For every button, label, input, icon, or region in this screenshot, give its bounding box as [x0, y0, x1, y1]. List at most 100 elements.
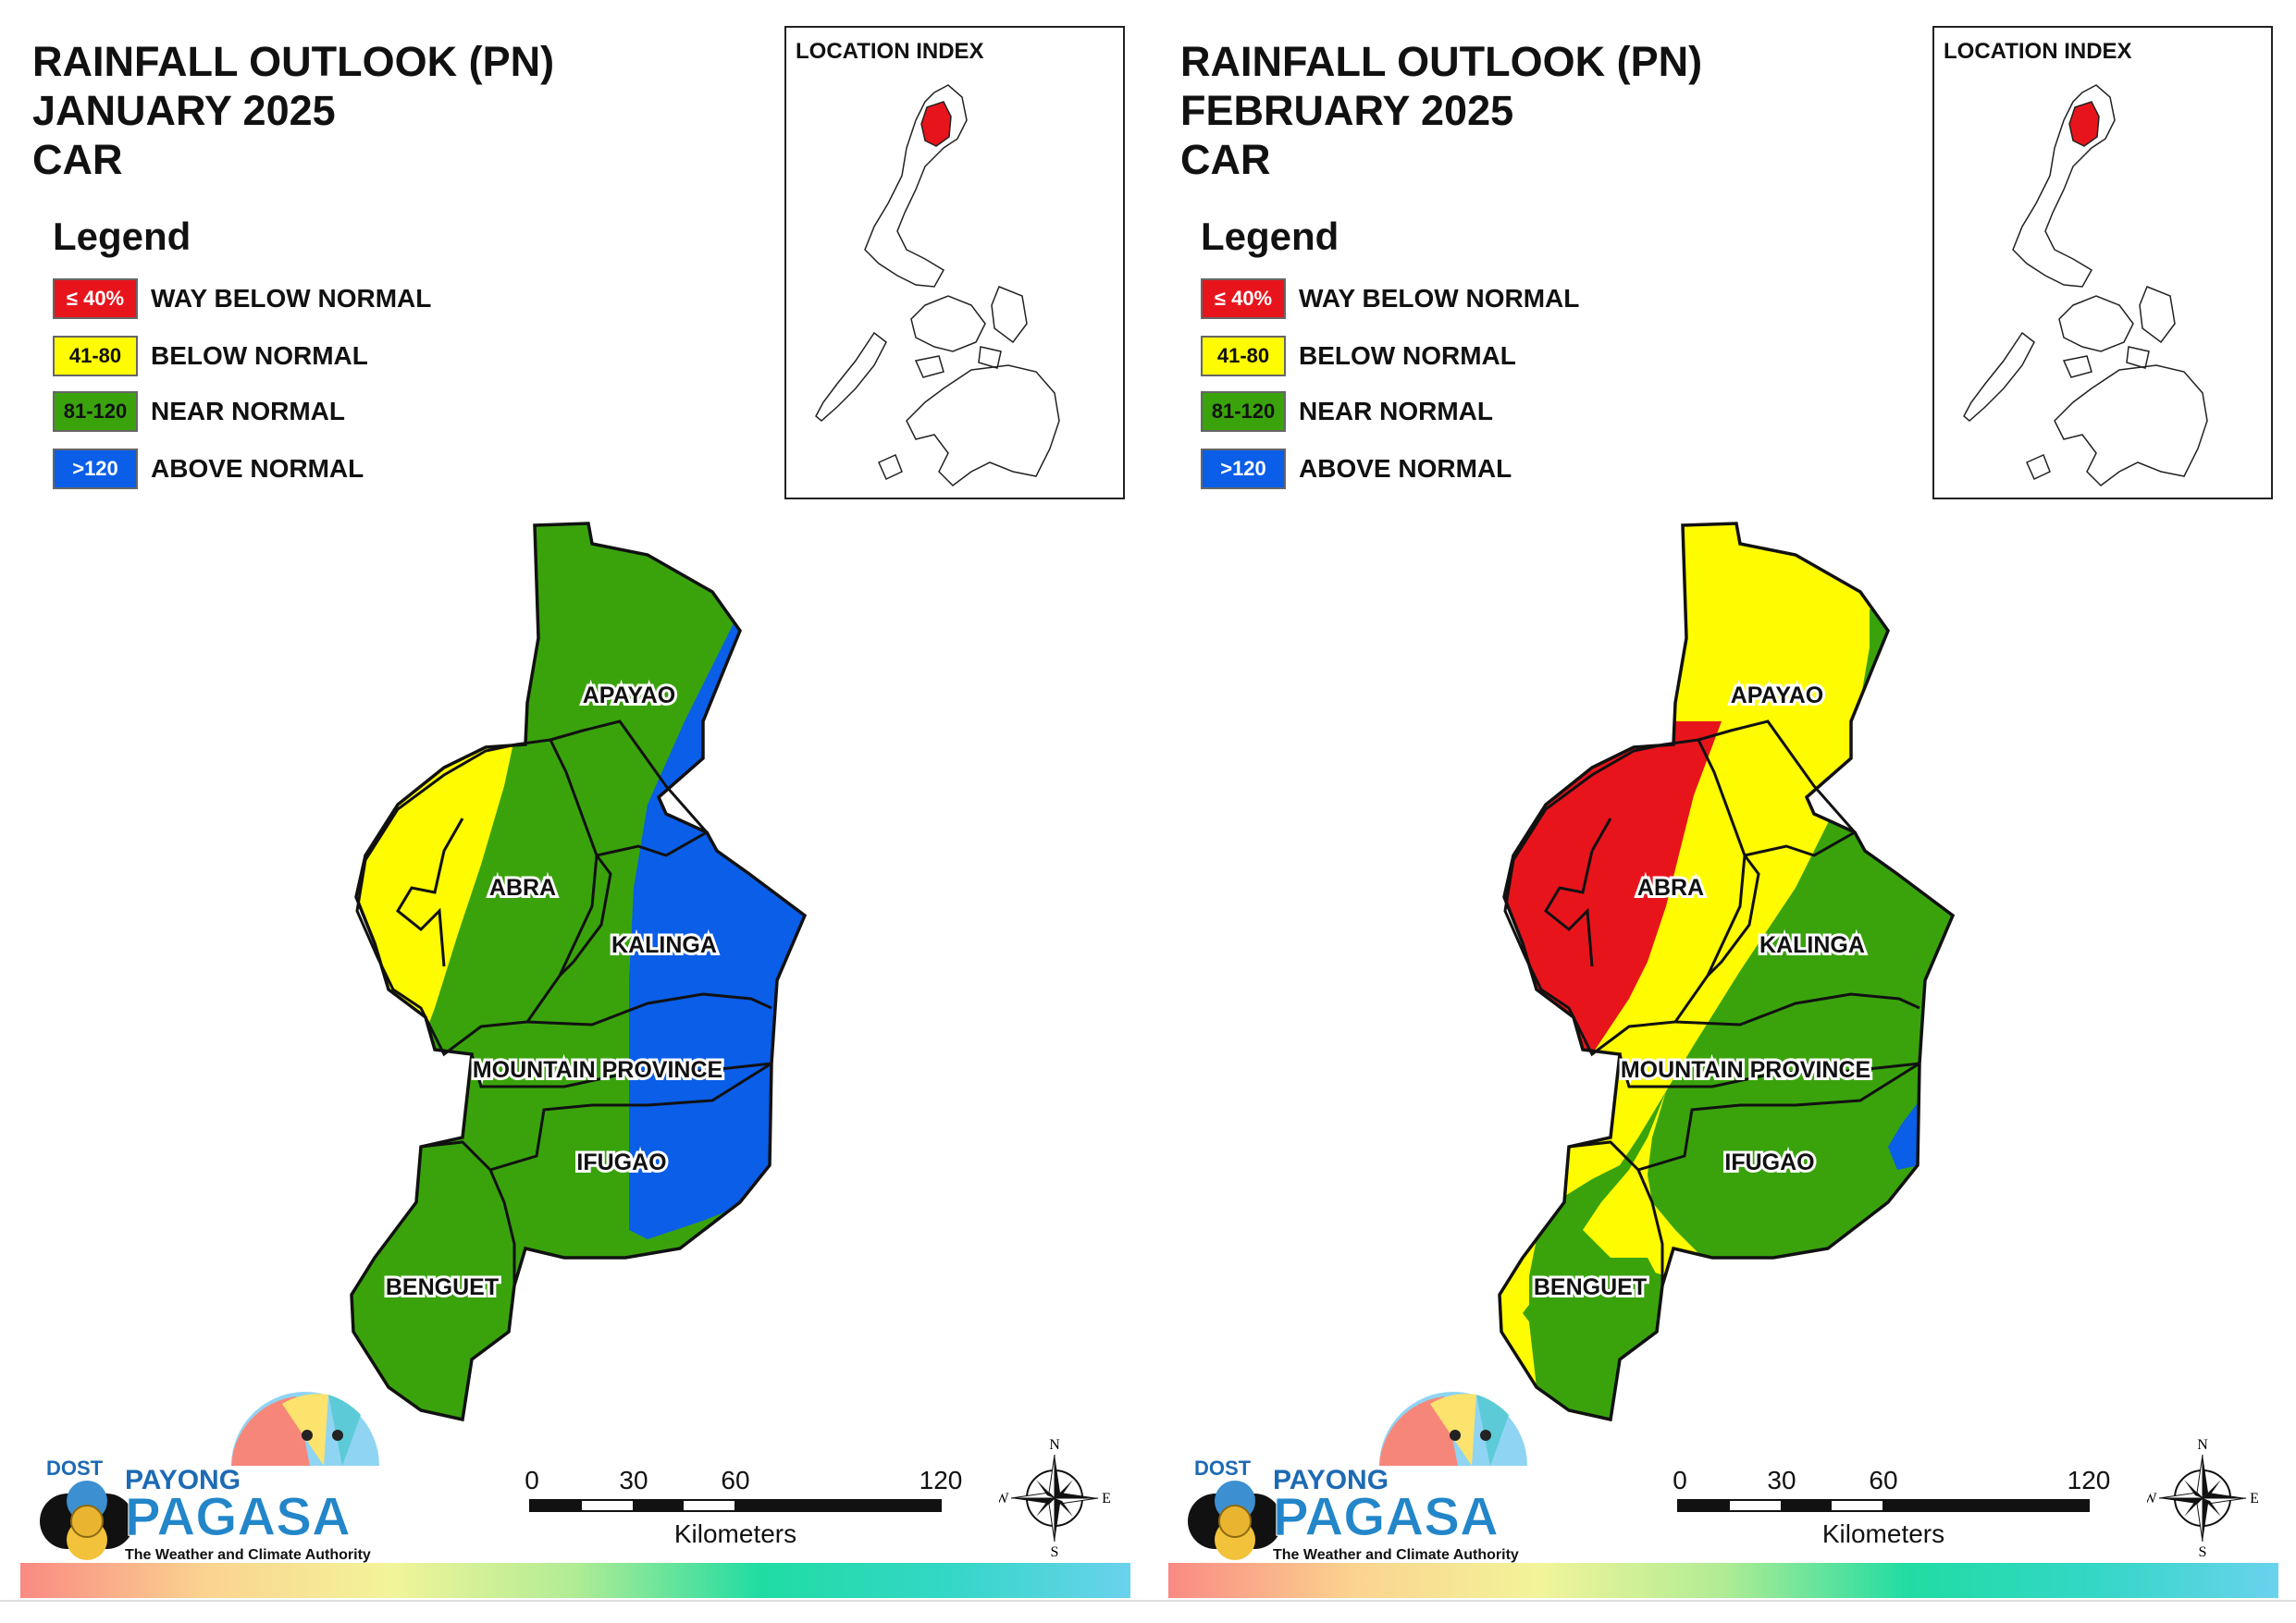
legend-swatch: >120 — [53, 449, 138, 489]
svg-text:E: E — [2250, 1491, 2258, 1506]
divider — [0, 1600, 1148, 1602]
province-boundary — [1637, 1062, 1920, 1172]
title-line: RAINFALL OUTLOOK (PN) — [1180, 38, 1703, 85]
car-rainfall-map: APAYAO ABRA KALINGA MOUNTAIN PROVINCE IFUGAO… — [350, 522, 808, 1422]
province-boundary — [1674, 992, 1920, 1027]
svg-text:DOST: DOST — [1194, 1457, 1252, 1480]
legend-label: BELOW NORMAL — [151, 341, 368, 370]
map-panel: RAINFALL OUTLOOK (PN) FEBRUARY 2025 CAR Leg… — [1148, 0, 2296, 1623]
title-line: JANUARY 2025 — [32, 87, 336, 134]
luzon-outline — [2012, 84, 2116, 288]
philippines-outline — [815, 84, 1060, 486]
above-normal-zone — [1888, 1100, 1920, 1170]
legend-item: ≤ 40% WAY BELOW NORMAL — [53, 277, 431, 320]
scale-bar: 0 30 60 120 Kilometers — [518, 1466, 990, 1558]
province-boundary — [420, 1140, 492, 1172]
scale-tick-label: 0 — [1673, 1466, 1687, 1494]
scale-tick-label: 120 — [919, 1466, 963, 1494]
province-boundary — [526, 992, 772, 1027]
legend-label: WAY BELOW NORMAL — [1299, 284, 1580, 313]
legend-swatch: 41-80 — [1201, 336, 1286, 376]
samar-outline — [991, 286, 1028, 344]
province-label: ABRA — [1637, 875, 1704, 901]
scale-tick-label: 120 — [2067, 1466, 2111, 1494]
svg-text:PAYONG: PAYONG — [125, 1465, 241, 1495]
province-label: ABRA — [489, 875, 556, 901]
legend-swatch: ≤ 40% — [53, 278, 138, 319]
car-highlight — [920, 101, 952, 147]
north-arrow-icon: N S W E — [994, 1437, 1110, 1560]
legend-swatch: 81-120 — [53, 391, 138, 432]
province-label: MOUNTAIN PROVINCE — [1621, 1057, 1870, 1083]
legend-swatch: 81-120 — [1201, 391, 1286, 432]
legend-label: NEAR NORMAL — [1299, 397, 1493, 425]
province-boundary — [558, 855, 612, 977]
province-label: BENGUET — [386, 1274, 499, 1300]
north-arrow-icon: N S W E — [2142, 1437, 2258, 1560]
legend-item: >120 ABOVE NORMAL — [53, 448, 364, 490]
scale-tick-label: 60 — [1869, 1466, 1898, 1494]
legend-item: >120 ABOVE NORMAL — [1201, 448, 1512, 490]
province-boundary — [549, 719, 710, 857]
province-boundary — [470, 1053, 772, 1088]
scale-tick-label: 0 — [525, 1466, 539, 1494]
province-boundary — [1697, 719, 1858, 857]
svg-text:W: W — [999, 1491, 1009, 1506]
car-highlight — [2068, 101, 2100, 147]
title-line: CAR — [32, 136, 123, 183]
svg-text:W: W — [2147, 1491, 2157, 1506]
location-index-title: LOCATION INDEX — [796, 39, 984, 64]
near-normal-zone — [1523, 1258, 1662, 1332]
mindanao-outline — [2054, 364, 2208, 486]
province-boundary — [1618, 1053, 1920, 1088]
svg-text:S: S — [1051, 1544, 1059, 1558]
province-label: APAYAO — [583, 682, 676, 708]
province-boundary — [488, 1169, 516, 1285]
province-label: BENGUET — [1534, 1274, 1647, 1300]
map-title: RAINFALL OUTLOOK (PN) JANUARY 2025 CAR — [32, 37, 554, 184]
scale-unit: Kilometers — [673, 1519, 797, 1548]
payong-pagasa-logo: DOST PAYONG PAGASA The Weather and Clima… — [1180, 1387, 1550, 1568]
scale-bar: 0 30 60 120 Kilometers — [1666, 1466, 2138, 1558]
legend-label: ABOVE NORMAL — [1299, 454, 1512, 483]
svg-text:N: N — [1049, 1438, 1060, 1453]
legend-swatch: ≤ 40% — [1201, 278, 1286, 319]
legend-label: NEAR NORMAL — [151, 397, 345, 425]
svg-text:DOST: DOST — [46, 1457, 104, 1480]
scale-graphic — [1677, 1499, 2090, 1512]
province-label: IFUGAO — [1724, 1150, 1814, 1175]
legend-item: 41-80 BELOW NORMAL — [53, 335, 368, 377]
divider — [1148, 1600, 2296, 1602]
legend-item: 41-80 BELOW NORMAL — [1201, 335, 1516, 377]
below-normal-zone — [1583, 1091, 1722, 1281]
scale-tick-label: 30 — [619, 1466, 648, 1494]
samar-outline — [2139, 286, 2176, 344]
payong-pagasa-logo: DOST PAYONG PAGASA The Weather and Clima… — [32, 1387, 402, 1568]
location-index-map: LOCATION INDEX — [1932, 26, 2273, 499]
title-line: FEBRUARY 2025 — [1180, 87, 1514, 134]
province-label: MOUNTAIN PROVINCE — [473, 1057, 722, 1083]
luzon-outline — [864, 84, 968, 288]
province-boundary — [1636, 1169, 1664, 1285]
svg-text:The Weather and Climate Author: The Weather and Climate Authority — [1273, 1547, 1519, 1563]
legend-title: Legend — [1201, 215, 1339, 258]
palawan-outline — [1963, 331, 2035, 422]
legend-item: 81-120 NEAR NORMAL — [53, 390, 345, 433]
visayas-outline — [2058, 295, 2134, 352]
province-boundary — [1706, 855, 1760, 977]
province-label: KALINGA — [611, 932, 717, 958]
location-index-map: LOCATION INDEX — [784, 26, 1125, 499]
legend-label: WAY BELOW NORMAL — [151, 284, 432, 313]
abra-river-boundary — [396, 818, 464, 967]
legend-swatch: >120 — [1201, 449, 1286, 489]
province-label: IFUGAO — [576, 1150, 666, 1175]
scale-tick-label: 60 — [721, 1466, 750, 1494]
legend-label: BELOW NORMAL — [1299, 341, 1516, 370]
scale-unit: Kilometers — [1821, 1519, 1945, 1548]
color-strip — [20, 1563, 1130, 1598]
legend-label: ABOVE NORMAL — [151, 454, 364, 483]
map-panel: RAINFALL OUTLOOK (PN) JANUARY 2025 CAR Lege… — [0, 26, 1148, 1602]
mindanao-outline — [906, 364, 1060, 486]
color-strip — [1168, 1563, 2278, 1598]
map-title: RAINFALL OUTLOOK (PN) FEBRUARY 2025 CAR — [1180, 37, 1702, 184]
